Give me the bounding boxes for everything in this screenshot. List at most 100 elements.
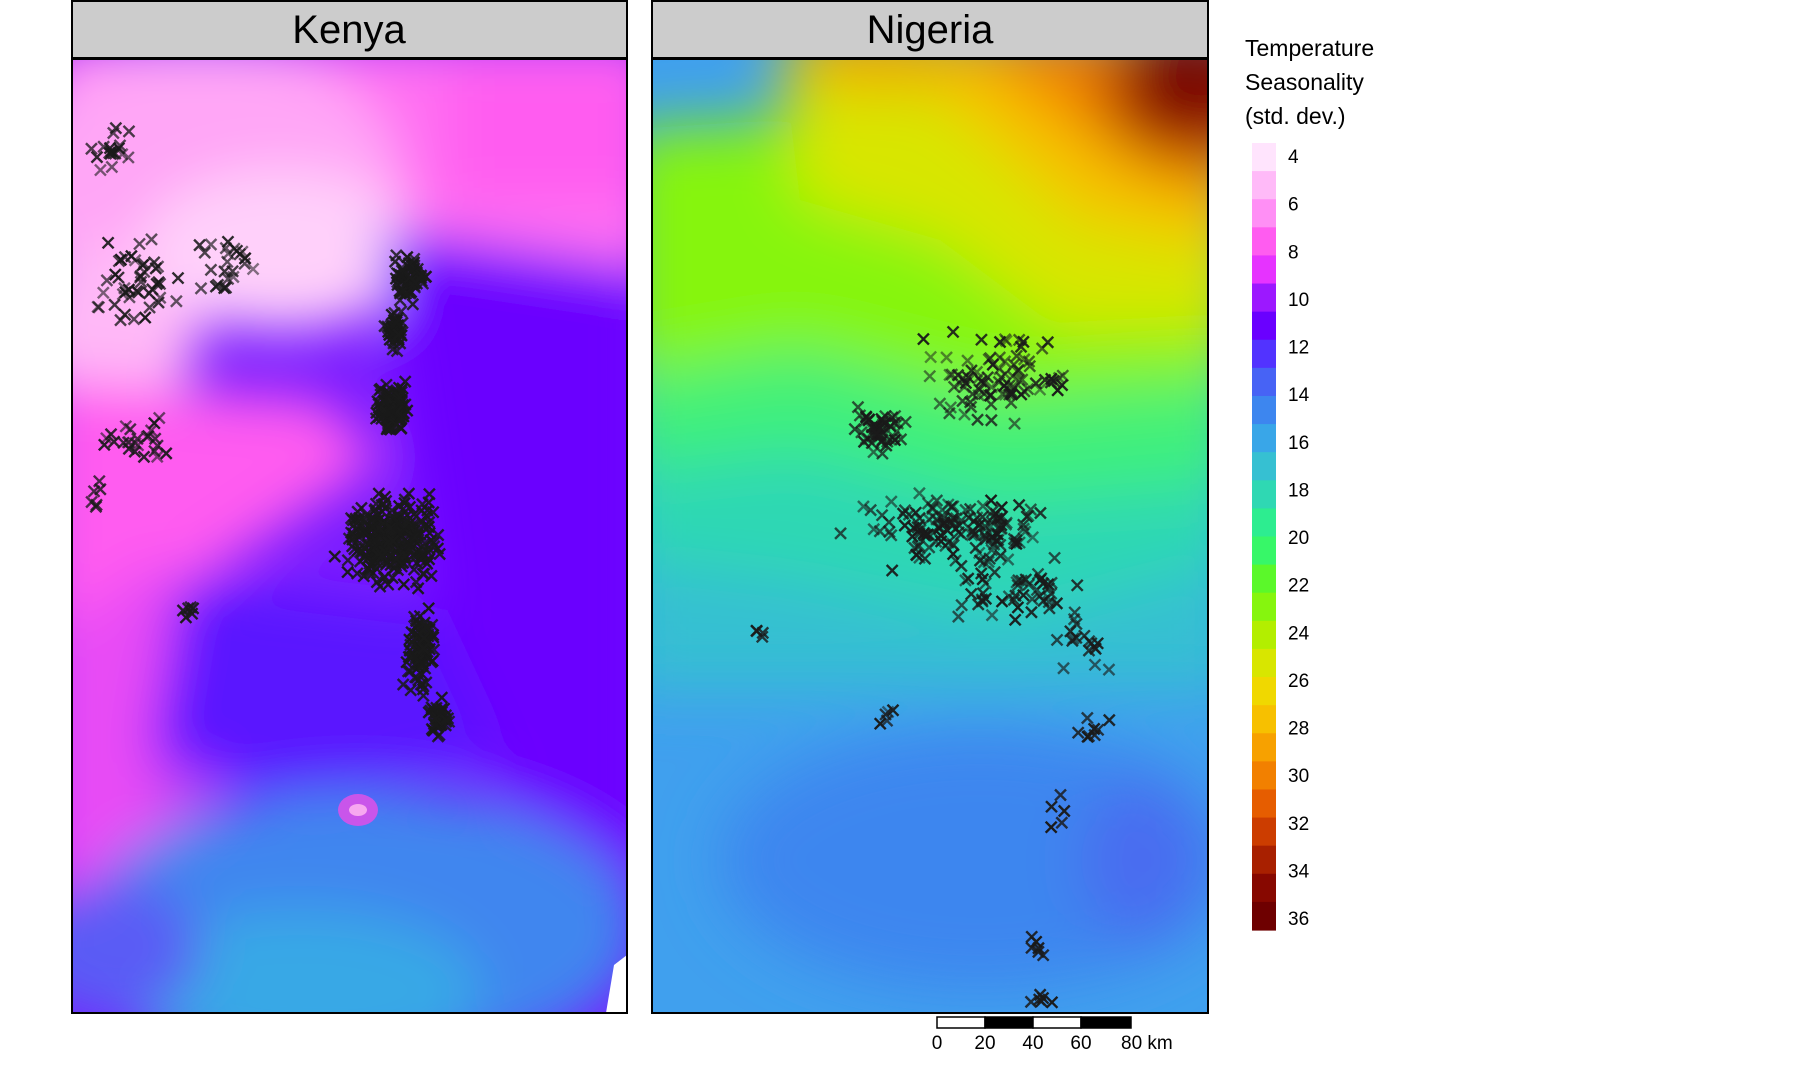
occurrence-marker xyxy=(1082,729,1096,743)
occurrence-marker xyxy=(898,519,912,532)
occurrence-marker xyxy=(423,487,436,501)
nigeria-panel-border xyxy=(651,58,1209,1014)
occurrence-marker xyxy=(955,598,969,612)
legend-label: 6 xyxy=(1288,195,1299,216)
occurrence-marker xyxy=(122,442,136,456)
occurrence-marker xyxy=(994,549,1007,563)
occurrence-marker xyxy=(366,555,380,569)
occurrence-marker xyxy=(123,422,137,436)
occurrence-marker xyxy=(970,511,984,524)
occurrence-marker xyxy=(940,351,953,364)
occurrence-marker xyxy=(1008,417,1021,430)
legend-label: 22 xyxy=(1288,576,1309,597)
occurrence-marker xyxy=(153,291,167,305)
occurrence-marker xyxy=(429,712,442,726)
scale-tick-40: 40 xyxy=(1022,1033,1043,1054)
occurrence-marker xyxy=(961,572,975,585)
occurrence-marker xyxy=(398,496,411,510)
scale-segment-2 xyxy=(984,1016,1034,1029)
occurrence-marker xyxy=(184,600,198,614)
legend-color-swatch xyxy=(1252,227,1276,257)
occurrence-marker xyxy=(379,558,393,571)
occurrence-marker xyxy=(390,248,403,262)
occurrence-marker xyxy=(411,523,425,537)
occurrence-marker xyxy=(226,270,240,284)
occurrence-marker xyxy=(984,519,997,533)
legend-color-swatch xyxy=(1252,733,1276,762)
occurrence-marker xyxy=(1048,551,1061,565)
occurrence-marker xyxy=(404,638,417,652)
scale-tick-80km: 80 km xyxy=(1121,1033,1173,1054)
occurrence-marker xyxy=(944,401,958,414)
occurrence-marker xyxy=(1041,335,1055,349)
occurrence-marker xyxy=(341,565,354,579)
occurrence-marker xyxy=(880,714,894,728)
occurrence-marker xyxy=(377,394,391,408)
occurrence-marker xyxy=(357,569,371,583)
kenya-title: Kenya xyxy=(292,8,406,52)
occurrence-marker xyxy=(1010,349,1024,363)
occurrence-marker xyxy=(133,271,147,284)
legend-color-swatch xyxy=(1252,311,1276,341)
occurrence-marker xyxy=(328,550,342,563)
occurrence-marker xyxy=(385,405,399,418)
occurrence-marker xyxy=(1088,658,1102,672)
legend-label: 30 xyxy=(1288,766,1309,787)
occurrence-marker xyxy=(1009,589,1022,603)
occurrence-marker xyxy=(1034,506,1047,520)
legend-color-swatch xyxy=(1252,536,1276,566)
legend-title-line-2: Seasonality xyxy=(1245,69,1364,95)
occurrence-marker xyxy=(1025,605,1038,619)
occurrence-marker xyxy=(1031,567,1045,581)
legend-color-swatch xyxy=(1252,199,1276,228)
occurrence-marker xyxy=(976,499,990,513)
occurrence-marker xyxy=(917,332,930,346)
occurrence-marker xyxy=(403,538,417,552)
occurrence-marker xyxy=(97,438,111,452)
occurrence-marker xyxy=(193,238,206,252)
occurrence-marker xyxy=(920,528,933,542)
occurrence-marker xyxy=(867,522,881,536)
occurrence-marker xyxy=(351,544,365,557)
occurrence-marker xyxy=(1015,373,1029,387)
occurrence-marker xyxy=(389,418,403,431)
legend-color-swatch xyxy=(1252,845,1276,875)
occurrence-marker xyxy=(359,508,373,522)
occurrence-marker xyxy=(392,328,405,341)
occurrence-marker xyxy=(1102,713,1116,727)
occurrence-marker xyxy=(368,533,382,546)
occurrence-marker xyxy=(912,539,926,552)
occurrence-marker xyxy=(362,562,376,576)
occurrence-marker xyxy=(1036,948,1050,962)
legend-label: 20 xyxy=(1288,528,1309,549)
occurrence-marker xyxy=(137,450,151,464)
occurrence-marker xyxy=(115,147,129,161)
kenya-panel-border xyxy=(71,58,628,1014)
occurrence-marker xyxy=(1102,663,1116,677)
occurrence-marker xyxy=(424,655,438,669)
legend-color-bar xyxy=(1252,143,1276,931)
occurrence-marker xyxy=(131,438,145,452)
occurrence-marker xyxy=(864,503,878,517)
occurrence-marker xyxy=(848,422,862,436)
occurrence-marker xyxy=(94,163,107,177)
occurrence-marker xyxy=(227,242,241,256)
legend-label: 18 xyxy=(1288,480,1309,501)
occurrence-marker xyxy=(408,627,422,641)
legend-color-swatch xyxy=(1252,677,1276,706)
occurrence-marker xyxy=(1080,711,1094,725)
occurrence-marker xyxy=(862,414,875,427)
occurrence-marker xyxy=(136,258,149,272)
occurrence-marker xyxy=(378,490,392,504)
occurrence-marker xyxy=(1033,383,1047,396)
occurrence-marker xyxy=(935,503,949,517)
legend-title-line-1: Temperature xyxy=(1245,35,1374,61)
occurrence-marker xyxy=(151,260,165,273)
occurrence-marker xyxy=(171,271,185,285)
occurrence-marker xyxy=(426,505,440,519)
occurrence-marker xyxy=(417,549,430,563)
occurrence-marker xyxy=(986,504,1000,518)
occurrence-marker xyxy=(750,624,764,638)
occurrence-marker xyxy=(965,528,979,542)
